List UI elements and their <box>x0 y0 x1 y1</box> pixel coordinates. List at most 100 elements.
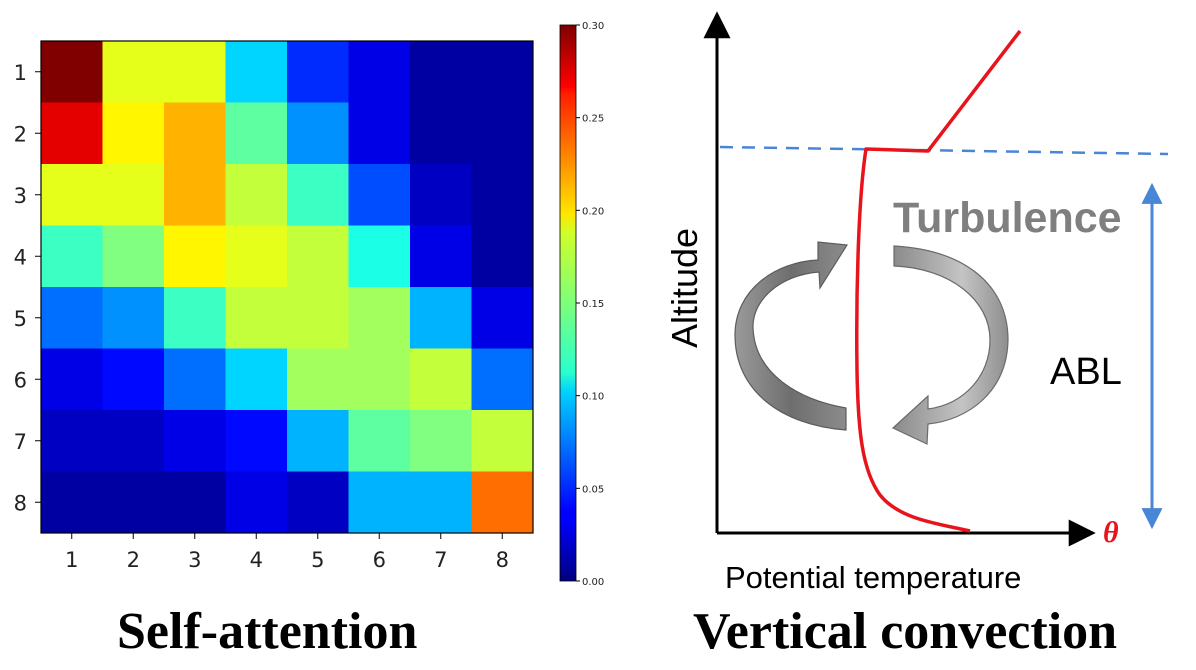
heatmap-cell <box>287 410 349 472</box>
heatmap-axis-ticks: 1 2 3 4 5 6 7 8 1 2 3 4 5 6 7 8 <box>14 61 509 572</box>
heatmap-cell <box>410 348 472 411</box>
colorbar-tick-label: 0.05 <box>582 484 604 495</box>
heatmap-cell <box>41 102 103 165</box>
heatmap-cell <box>225 225 288 288</box>
heatmap-cell <box>471 471 534 534</box>
heatmap-cell <box>471 41 534 103</box>
heatmap-cell <box>41 41 103 103</box>
heatmap-cell <box>41 287 103 349</box>
heatmap-cell <box>102 225 165 288</box>
heatmap-cell <box>348 471 411 534</box>
colorbar-tick-label: 0.00 <box>582 577 604 588</box>
self-attention-caption: Self-attention <box>117 603 418 660</box>
heatmap-cell <box>287 41 349 103</box>
heatmap-cell <box>225 41 288 103</box>
x-axis-theta-symbol: θ <box>1103 516 1119 549</box>
heatmap-cell <box>102 41 165 103</box>
heatmap-cell <box>41 471 103 534</box>
heatmap-cell <box>164 102 226 165</box>
colorbar-ticks: 0.00 0.05 0.10 0.15 0.20 0.25 0.30 <box>576 21 604 588</box>
x-tick-label: 8 <box>496 548 509 572</box>
heatmap-cell <box>164 348 226 411</box>
heatmap-frame <box>40 40 534 534</box>
heatmap-cell <box>287 102 349 165</box>
x-tick-label: 4 <box>250 548 263 572</box>
heatmap-cell <box>471 102 534 165</box>
heatmap-cell <box>471 410 534 472</box>
heatmap-cell <box>102 164 165 226</box>
heatmap-cell <box>471 225 534 288</box>
turbulence-right-arrow <box>891 245 1009 445</box>
abl-label: ABL <box>1050 351 1122 393</box>
heatmap-cell <box>225 164 288 226</box>
heatmap-cell <box>225 348 288 411</box>
heatmap-cell <box>410 102 472 165</box>
heatmap-cell <box>41 164 103 226</box>
x-tick-label: 3 <box>188 548 201 572</box>
x-tick-label: 2 <box>127 548 140 572</box>
heatmap-cell <box>287 287 349 349</box>
heatmap-cell <box>410 287 472 349</box>
x-axis-label: Potential temperature <box>725 560 1021 595</box>
heatmap-cell <box>164 287 226 349</box>
heatmap-cell <box>225 410 288 472</box>
heatmap-cell <box>164 225 226 288</box>
colorbar-tick-label: 0.20 <box>582 206 604 217</box>
heatmap-cell <box>41 410 103 472</box>
y-tick-label: 8 <box>14 491 27 515</box>
heatmap-cell <box>287 348 349 411</box>
heatmap-cells <box>41 41 534 534</box>
colorbar-tick-label: 0.30 <box>582 21 604 32</box>
heatmap-cell <box>348 41 411 103</box>
y-tick-label: 5 <box>14 307 27 331</box>
heatmap-cell <box>348 410 411 472</box>
x-tick-label: 5 <box>311 548 324 572</box>
heatmap-cell <box>164 471 226 534</box>
heatmap-cell <box>102 471 165 534</box>
heatmap-cell <box>410 410 472 472</box>
heatmap-cell <box>471 348 534 411</box>
x-tick-label: 7 <box>434 548 447 572</box>
heatmap-cell <box>287 164 349 226</box>
heatmap-cell <box>410 164 472 226</box>
y-tick-label: 3 <box>14 184 27 208</box>
y-tick-label: 7 <box>14 430 27 454</box>
heatmap-cell <box>410 471 472 534</box>
heatmap-cell <box>410 41 472 103</box>
self-attention-heatmap: 1 2 3 4 5 6 7 8 1 2 3 4 5 6 7 8 0.00 0.05 0.10 0.15 0.20 0.2… <box>14 21 605 588</box>
heatmap-cell <box>102 410 165 472</box>
potential-temperature-profile <box>855 29 1022 533</box>
heatmap-cell <box>348 225 411 288</box>
heatmap-cell <box>471 164 534 226</box>
heatmap-cell <box>348 164 411 226</box>
heatmap-cell <box>348 287 411 349</box>
heatmap-cell <box>225 102 288 165</box>
heatmap-cell <box>102 348 165 411</box>
heatmap-cell <box>225 471 288 534</box>
heatmap-cell <box>41 348 103 411</box>
heatmap-cell <box>164 164 226 226</box>
heatmap-cell <box>102 287 165 349</box>
colorbar-tick-label: 0.15 <box>582 299 604 310</box>
heatmap-cell <box>164 410 226 472</box>
heatmap-cell <box>348 348 411 411</box>
heatmap-cell <box>471 287 534 349</box>
y-tick-label: 2 <box>14 122 27 146</box>
y-tick-label: 6 <box>14 368 27 392</box>
turbulence-label: Turbulence <box>893 194 1122 242</box>
heatmap-cell <box>348 102 411 165</box>
heatmap-cell <box>164 41 226 103</box>
turbulence-left-arrow <box>734 241 849 431</box>
boundary-layer-top-dashed-line <box>719 145 1169 156</box>
y-tick-label: 4 <box>14 245 27 269</box>
heatmap-cell <box>102 102 165 165</box>
heatmap-cell <box>225 287 288 349</box>
x-tick-label: 1 <box>65 548 78 572</box>
vertical-convection-caption: Vertical convection <box>693 603 1118 660</box>
colorbar-tick-label: 0.10 <box>582 392 604 403</box>
colorbar-tick-label: 0.25 <box>582 114 604 125</box>
heatmap-cell <box>410 225 472 288</box>
y-axis-label: Altitude <box>664 228 705 348</box>
x-tick-label: 6 <box>373 548 386 572</box>
